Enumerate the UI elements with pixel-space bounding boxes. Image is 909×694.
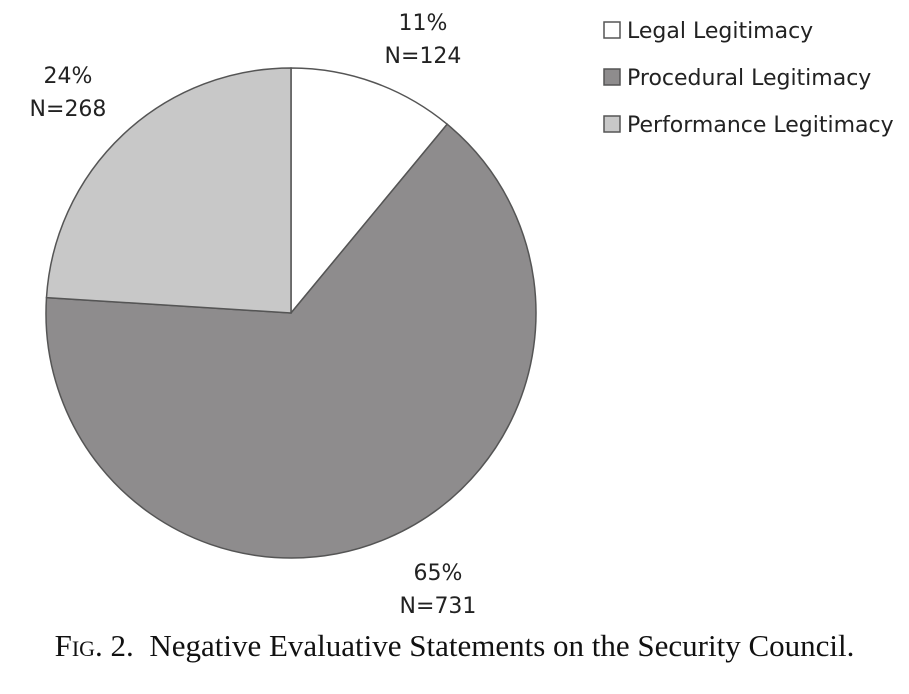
legend-label: Legal Legitimacy <box>627 19 813 44</box>
pie-slice-legal-legitimacy <box>290 67 449 316</box>
pie-slice-performance-legitimacy <box>45 67 292 314</box>
legend-label: Procedural Legitimacy <box>627 66 871 91</box>
pie-chart: 11% N=124 65% N=731 24% N=268 Legal Legitimac… <box>30 11 894 619</box>
slice-percent-label: 65% <box>414 561 463 586</box>
pie-slice-procedural-legitimacy <box>45 123 537 559</box>
slice-percent-label: 24% <box>44 64 93 89</box>
legend-label: Performance Legitimacy <box>627 113 894 138</box>
slice-count-label: N=268 <box>30 97 107 122</box>
caption-text: Negative Evaluative Statements on the Se… <box>149 628 855 663</box>
legend: Legal Legitimacy Procedural Legitimacy Per… <box>603 19 894 138</box>
figure-number: Fig. 2. <box>54 628 134 663</box>
slice-count-label: N=731 <box>400 594 477 619</box>
slice-count-label: N=124 <box>385 44 462 69</box>
pie-slices <box>45 67 537 559</box>
slice-percent-label: 11% <box>399 11 448 36</box>
legend-swatch <box>603 68 621 86</box>
legend-swatch <box>603 21 621 39</box>
figure-caption: Fig. 2. Negative Evaluative Statements o… <box>0 628 909 664</box>
legend-swatch <box>603 115 621 133</box>
slice-labels: 11% N=124 65% N=731 24% N=268 <box>30 11 477 619</box>
